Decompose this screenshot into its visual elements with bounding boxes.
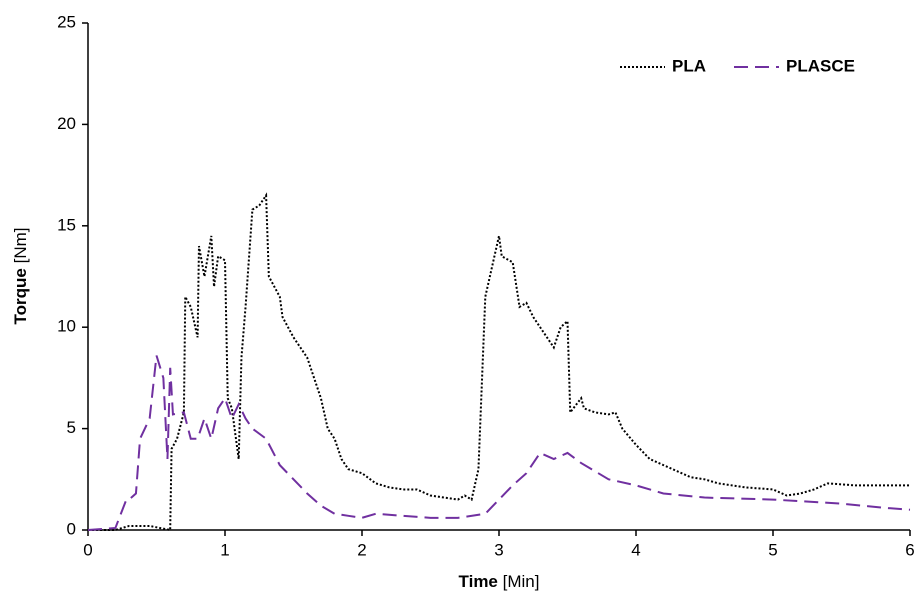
y-tick-label: 10 <box>57 317 76 336</box>
legend-label: PLA <box>672 56 706 75</box>
x-tick-label: 3 <box>494 540 503 559</box>
x-label-name: Time <box>459 572 498 591</box>
y-tick-label: 25 <box>57 12 76 31</box>
y-axis-label: Torque [Nm] <box>11 228 30 325</box>
x-label-unit: [Min] <box>503 572 540 591</box>
series-line <box>87 355 911 531</box>
legend-label: PLASCE <box>786 56 855 75</box>
series-line <box>88 192 910 532</box>
x-tick-label: 1 <box>220 540 229 559</box>
x-tick-label: 6 <box>905 540 914 559</box>
x-tick-label: 0 <box>83 540 92 559</box>
y-tick-label: 15 <box>57 215 76 234</box>
x-axis-label: Time [Min] <box>459 572 540 591</box>
y-tick-label: 5 <box>67 418 76 437</box>
y-label-unit: [Nm] <box>11 228 30 264</box>
y-tick-label: 0 <box>67 519 76 538</box>
y-tick-label: 20 <box>57 114 76 133</box>
y-label-name: Torque <box>11 268 30 324</box>
x-tick-label: 4 <box>631 540 640 559</box>
x-tick-label: 2 <box>357 540 366 559</box>
x-tick-label: 5 <box>768 540 777 559</box>
